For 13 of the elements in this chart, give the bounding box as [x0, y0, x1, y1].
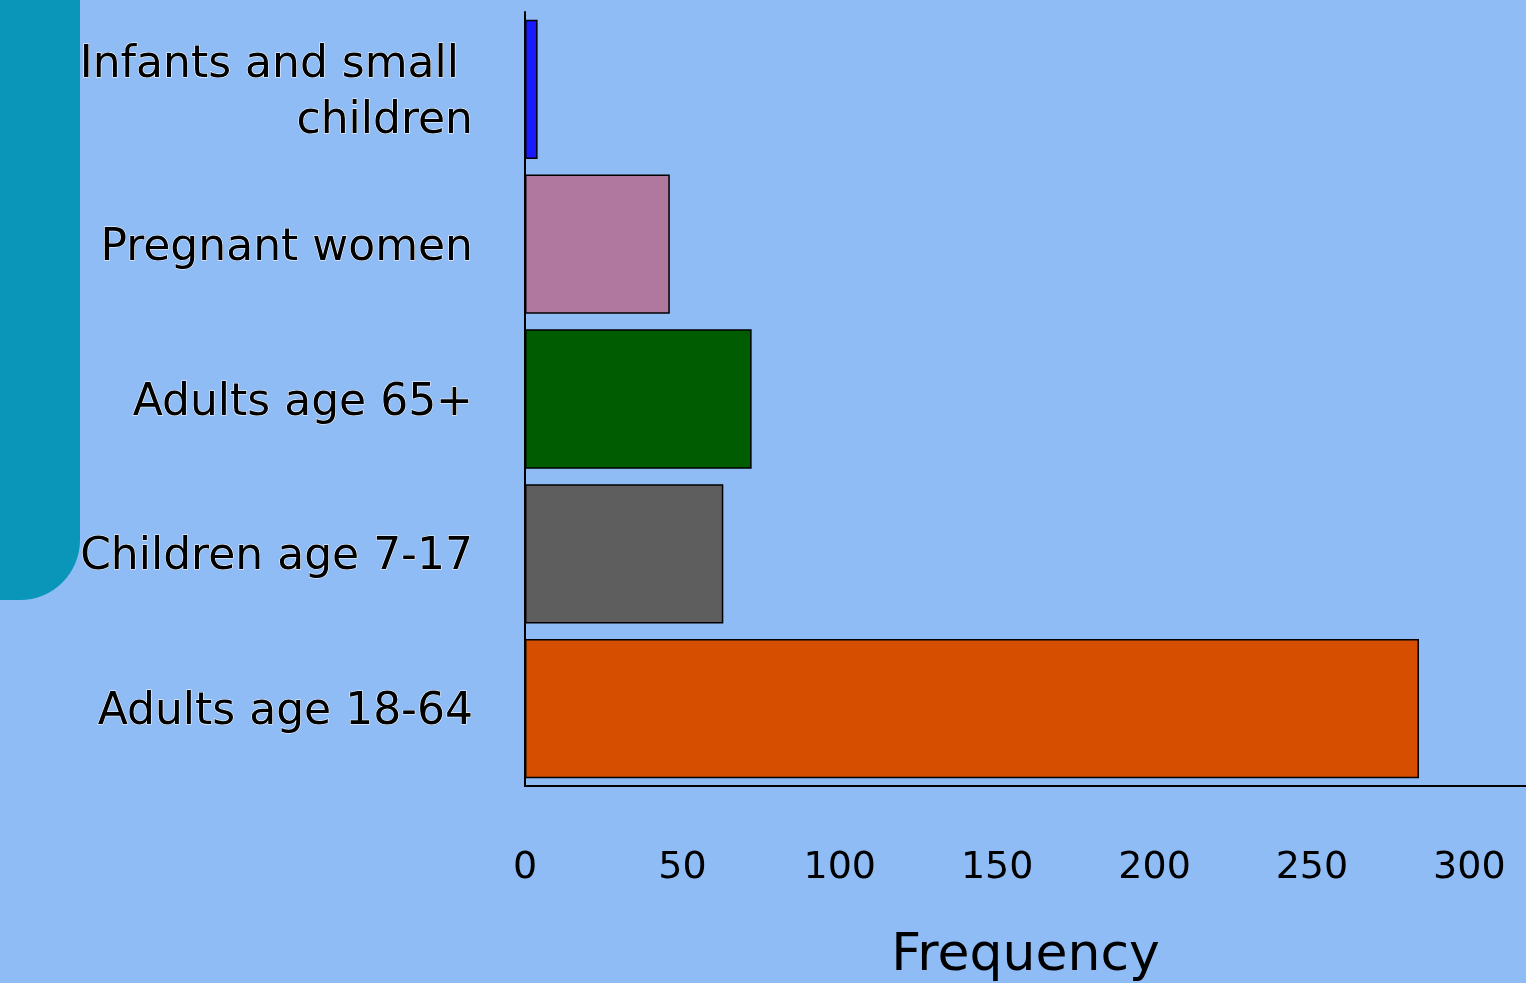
x-tick-label: 50	[658, 843, 707, 887]
x-tick-label: 300	[1433, 843, 1506, 887]
y-tick-label: Adults age 65+	[132, 373, 473, 425]
x-axis-title: Frequency	[891, 922, 1160, 982]
y-tick-label: Children age 7-17	[80, 528, 473, 580]
y-tick-label: Pregnant women	[100, 218, 473, 270]
y-tick-label: Adults age 18-64	[97, 683, 473, 735]
x-tick-label: 200	[1118, 843, 1191, 887]
x-tick-label: 0	[512, 843, 538, 887]
x-tick-label: 250	[1275, 843, 1349, 887]
x-tick-label: 100	[803, 843, 877, 887]
y-tick-label: Infants and small children	[79, 35, 473, 143]
x-tick-label: 150	[960, 843, 1034, 887]
